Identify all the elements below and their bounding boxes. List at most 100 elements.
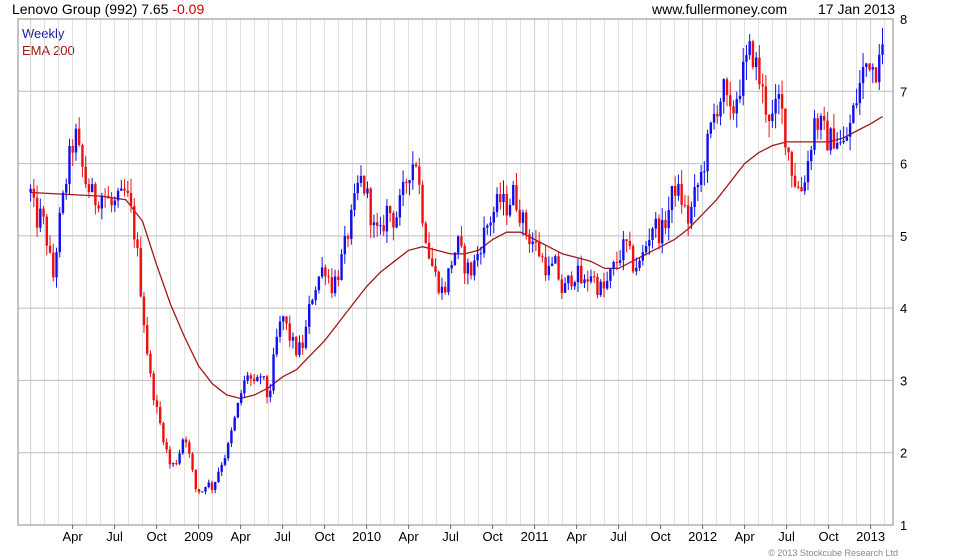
candle-up [865, 62, 868, 77]
candle-body [314, 290, 317, 301]
candle-up [482, 216, 486, 258]
candle-up [65, 178, 68, 200]
candle-up [654, 211, 657, 238]
candle-body [278, 321, 282, 337]
x-tick-label: Apr [62, 529, 83, 544]
candle-body [191, 453, 194, 470]
candle-up [742, 47, 745, 106]
candle-body [35, 197, 39, 228]
candle-up [343, 225, 346, 264]
candle-down [664, 211, 667, 235]
candle-down [469, 261, 473, 280]
candle-body [418, 166, 421, 185]
candle-body [456, 236, 460, 253]
candle-down [596, 273, 599, 299]
candle-body [473, 260, 476, 276]
candle-body [547, 265, 551, 276]
candle-down [295, 336, 298, 358]
candle-down [155, 394, 159, 414]
candle-down [265, 374, 269, 404]
candle-up [307, 295, 311, 334]
candle-up [638, 257, 641, 272]
ema-200-line [30, 116, 883, 400]
candle-down [363, 175, 366, 196]
candle-body [573, 282, 576, 287]
candle-down [816, 113, 819, 140]
candle-body [819, 115, 823, 130]
candle-body [832, 128, 836, 149]
candle-down [87, 178, 91, 199]
candle-body [502, 193, 505, 203]
candle-down [136, 232, 139, 257]
candle-body [275, 336, 278, 355]
candle-up [379, 216, 382, 235]
candle-body [181, 439, 185, 454]
candle-body [787, 147, 790, 153]
candle-body [155, 400, 159, 408]
candle-body [320, 267, 324, 277]
candle-body [748, 41, 751, 56]
candle-down [42, 205, 45, 225]
candle-up [690, 201, 693, 230]
candle-body [431, 258, 434, 267]
candle-body [605, 280, 609, 289]
candle-up [521, 209, 525, 236]
candle-body [729, 95, 732, 107]
candle-body [372, 222, 376, 226]
candle-down [327, 269, 330, 284]
candle-body [81, 144, 84, 167]
candle-up [356, 175, 359, 201]
candle-body [301, 342, 304, 348]
candle-body [524, 212, 528, 235]
candle-body [188, 442, 191, 454]
x-tick-label: Oct [818, 529, 839, 544]
candle-up [317, 275, 321, 294]
candle-up [563, 277, 567, 293]
candle-down [35, 185, 39, 237]
x-tick-label: Oct [650, 529, 671, 544]
candle-body [285, 316, 288, 324]
candle-body [644, 246, 648, 253]
candle-down [94, 182, 97, 215]
candle-up [635, 257, 638, 276]
candle-down [541, 253, 544, 263]
candle-up [239, 389, 243, 406]
candle-up [207, 479, 210, 489]
candle-body [476, 253, 479, 261]
candle-up [693, 174, 696, 217]
candle-down [288, 315, 291, 348]
candle-body [492, 212, 496, 223]
candle-up [223, 454, 227, 467]
candle-body [764, 86, 768, 115]
candle-up [554, 254, 557, 264]
candle-body [324, 267, 327, 277]
candle-down [421, 180, 424, 227]
candle-body [375, 222, 379, 226]
candle-up [320, 256, 324, 279]
candle-up [576, 258, 580, 292]
candle-body [178, 453, 181, 464]
candle-body [661, 220, 664, 244]
candle-down [142, 291, 146, 333]
candle-body [528, 234, 531, 245]
candle-body [531, 241, 534, 245]
site-link[interactable]: www.fullermoney.com [652, 1, 788, 17]
candle-body [751, 41, 755, 67]
candle-body [220, 464, 223, 472]
candle-body [829, 128, 832, 151]
candle-up [738, 79, 742, 104]
candle-up [648, 228, 651, 255]
candle-body [32, 188, 36, 198]
candle-down [797, 180, 800, 190]
candle-body [340, 254, 343, 281]
candle-up [456, 235, 460, 260]
y-tick-label: 3 [900, 373, 907, 388]
candle-body [469, 262, 473, 276]
candle-up [806, 150, 810, 191]
candle-body [392, 213, 395, 228]
candle-body [719, 101, 722, 117]
candle-down [405, 178, 408, 194]
candle-down [110, 192, 113, 213]
x-tick-label: Apr [230, 529, 251, 544]
candle-body [317, 276, 321, 291]
